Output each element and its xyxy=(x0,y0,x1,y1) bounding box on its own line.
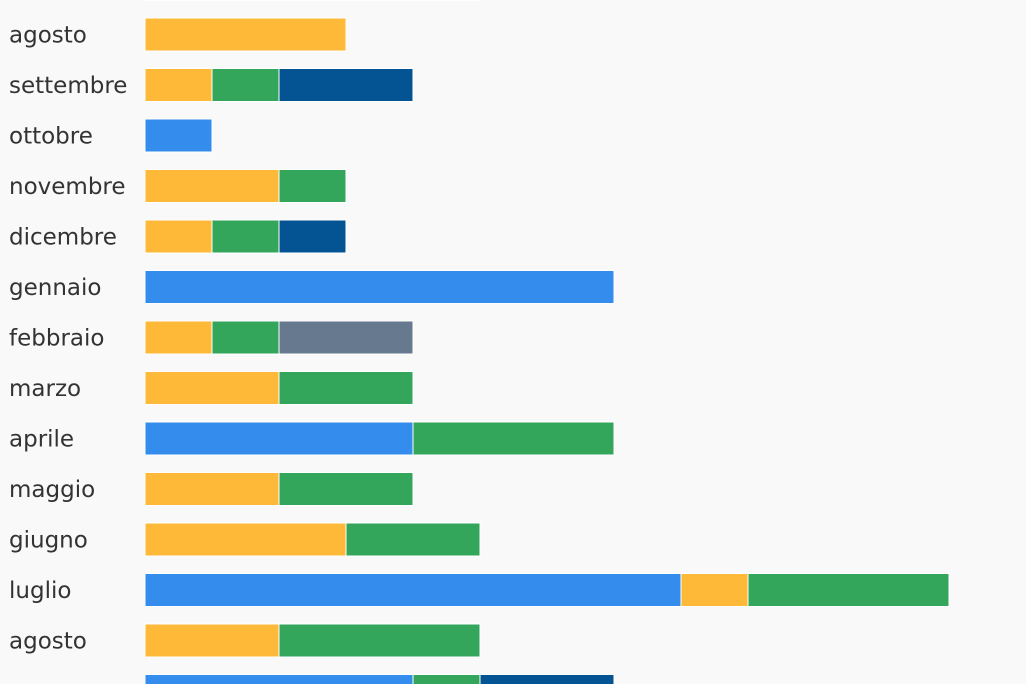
bar-segment-navy[interactable] xyxy=(278,68,414,102)
bar-segment-green[interactable] xyxy=(412,421,615,456)
category-label: ottobre xyxy=(9,124,93,150)
bar-segment-green[interactable] xyxy=(747,573,950,607)
bar-segment-green[interactable] xyxy=(278,371,414,405)
bar-segment-amber[interactable] xyxy=(144,17,347,52)
bar-segment-blue[interactable] xyxy=(144,118,213,153)
category-label: maggio xyxy=(9,477,95,503)
bar-segment-amber[interactable] xyxy=(144,219,213,254)
bar-segment-blue[interactable] xyxy=(144,674,414,684)
bar-segment-blue[interactable] xyxy=(144,270,615,304)
bar-segment-navy[interactable] xyxy=(278,219,347,254)
category-label: agosto xyxy=(9,23,87,49)
category-label: dicembre xyxy=(9,225,117,251)
bar-segment-amber[interactable] xyxy=(144,169,280,203)
bar-segment-amber[interactable] xyxy=(144,371,280,405)
bar-segment-amber[interactable] xyxy=(144,320,213,355)
bar-segment-amber[interactable] xyxy=(144,472,280,506)
bar-area xyxy=(144,0,950,684)
bar-segment-green[interactable] xyxy=(412,674,481,684)
bar-segment-amber[interactable] xyxy=(144,68,213,102)
category-label: luglio xyxy=(9,578,71,604)
category-label: settembre xyxy=(9,73,127,99)
bar-segment-slate[interactable] xyxy=(278,320,414,355)
bar-segment-green[interactable] xyxy=(211,219,280,254)
category-label: agosto xyxy=(9,629,87,655)
category-label: novembre xyxy=(9,174,126,200)
bar-segment-green[interactable] xyxy=(211,320,280,355)
bar-segment-green[interactable] xyxy=(211,68,280,102)
bar-segment-navy[interactable] xyxy=(479,674,615,684)
bar-segment-blue[interactable] xyxy=(144,421,414,456)
category-label: febbraio xyxy=(9,326,104,352)
bar-segment-amber[interactable] xyxy=(144,623,280,658)
bar-segment-green[interactable] xyxy=(278,169,347,203)
bar-segment-blue[interactable] xyxy=(144,573,682,607)
bar-segment-green[interactable] xyxy=(278,472,414,506)
bar-segment-slate[interactable] xyxy=(345,0,481,1)
category-labels: agosto settembre ottobre novembre dicembre ge… xyxy=(9,23,127,655)
bar-segment-amber[interactable] xyxy=(144,0,347,1)
bar-segment-green[interactable] xyxy=(345,522,481,557)
bar-segment-amber[interactable] xyxy=(680,573,749,607)
bar-segment-green[interactable] xyxy=(278,623,481,658)
category-label: marzo xyxy=(9,376,81,402)
category-label: aprile xyxy=(9,427,74,453)
category-label: giugno xyxy=(9,528,88,554)
category-label: gennaio xyxy=(9,275,101,301)
bar-segment-amber[interactable] xyxy=(144,522,347,557)
